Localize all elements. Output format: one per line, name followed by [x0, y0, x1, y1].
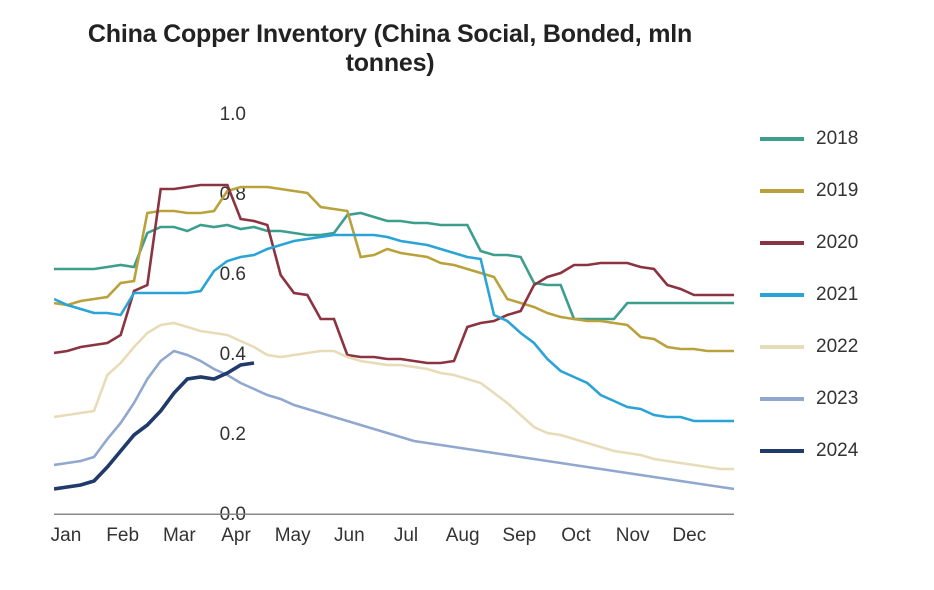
legend-swatch — [760, 189, 804, 193]
x-tick-label: Apr — [212, 525, 260, 547]
legend-item-2019: 2019 — [760, 180, 920, 202]
legend-label: 2024 — [816, 440, 858, 462]
legend-swatch — [760, 449, 804, 453]
legend-swatch — [760, 293, 804, 297]
legend-label: 2023 — [816, 388, 858, 410]
legend-label: 2018 — [816, 128, 858, 150]
legend-swatch — [760, 345, 804, 349]
legend-item-2020: 2020 — [760, 232, 920, 254]
x-tick-label: Mar — [155, 525, 203, 547]
x-tick-label: Oct — [552, 525, 600, 547]
x-tick-label: Sep — [495, 525, 543, 547]
series-line-2022 — [54, 323, 734, 469]
legend-item-2024: 2024 — [760, 440, 920, 462]
legend-swatch — [760, 241, 804, 245]
legend-label: 2022 — [816, 336, 858, 358]
legend: 2018 2019 2020 2021 2022 2023 2024 — [760, 128, 920, 492]
legend-item-2018: 2018 — [760, 128, 920, 150]
series-line-2023 — [54, 351, 734, 489]
line-chart-plot — [54, 115, 734, 515]
x-tick-label: Dec — [665, 525, 713, 547]
x-tick-label: Feb — [99, 525, 147, 547]
x-tick-label: Jan — [42, 525, 90, 547]
legend-item-2022: 2022 — [760, 336, 920, 358]
x-tick-label: Jun — [325, 525, 373, 547]
legend-item-2021: 2021 — [760, 284, 920, 306]
x-tick-label: May — [269, 525, 317, 547]
chart-title: China Copper Inventory (China Social, Bo… — [60, 20, 720, 78]
legend-item-2023: 2023 — [760, 388, 920, 410]
legend-swatch — [760, 137, 804, 141]
x-tick-label: Jul — [382, 525, 430, 547]
legend-label: 2019 — [816, 180, 858, 202]
chart-container: China Copper Inventory (China Social, Bo… — [0, 0, 934, 590]
x-tick-label: Aug — [439, 525, 487, 547]
legend-label: 2021 — [816, 284, 858, 306]
legend-label: 2020 — [816, 232, 858, 254]
legend-swatch — [760, 397, 804, 401]
x-tick-label: Nov — [609, 525, 657, 547]
series-line-2024 — [54, 363, 254, 489]
